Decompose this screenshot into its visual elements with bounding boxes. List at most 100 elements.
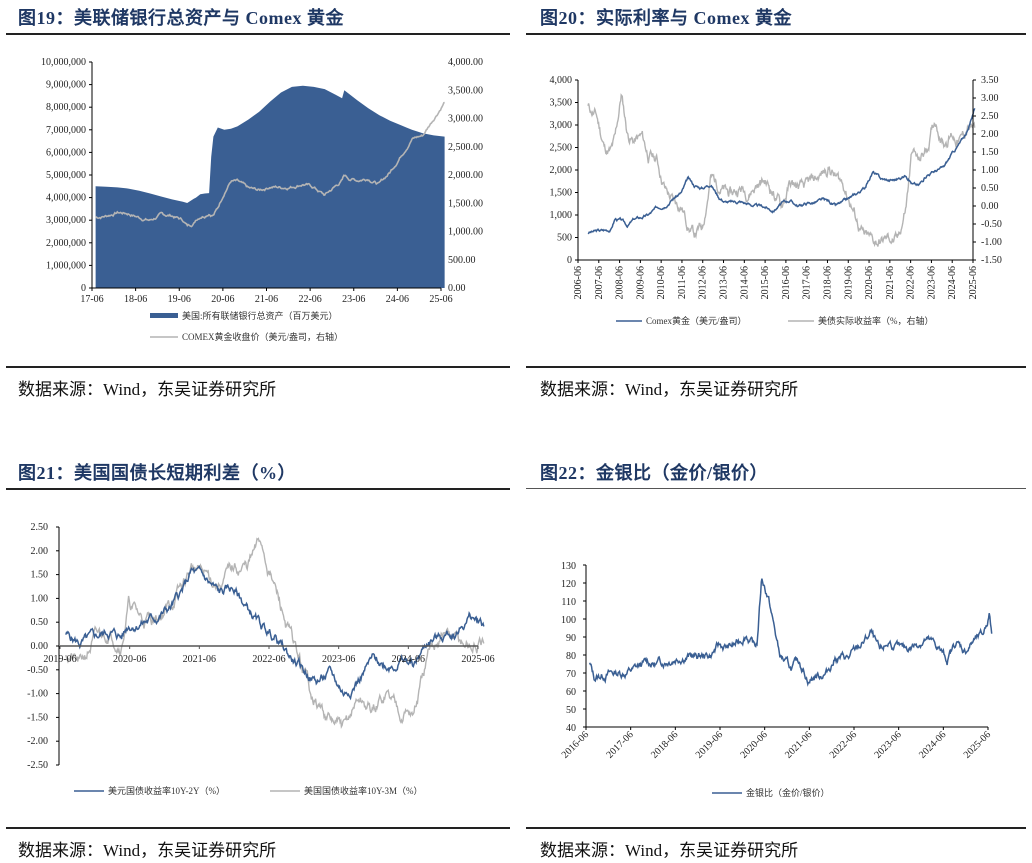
source-rule — [526, 827, 1026, 829]
y-tick-label-left: 2,500 — [550, 143, 573, 154]
figure-title: 图21：美国国债长短期利差（%） — [18, 463, 296, 483]
figure-title: 图22：金银比（金价/银价） — [540, 463, 768, 483]
series-area-fed-assets — [95, 85, 445, 288]
y-tick-label-left: 6,000,000 — [46, 147, 86, 158]
source-rule — [6, 827, 510, 829]
x-tick-label: 2022-06 — [828, 729, 859, 760]
y-tick-label-right: -1.00 — [981, 237, 1002, 248]
y-tick-label-right: 3.00 — [981, 93, 999, 104]
x-tick-label: 2021-06 — [885, 266, 896, 299]
y-tick-label-left: 4,000,000 — [46, 193, 86, 204]
x-tick-label: 2019-06 — [694, 729, 725, 760]
y-tick-label: -1.50 — [27, 712, 48, 723]
data-source: 数据来源：Wind，东吴证券研究所 — [18, 380, 277, 399]
y-tick-label-right: 1.00 — [981, 165, 999, 176]
y-tick-label: 0.50 — [31, 617, 49, 628]
y-tick-label-left: 7,000,000 — [46, 125, 86, 136]
y-tick-label: 50 — [566, 705, 576, 716]
y-tick-label-right: -0.50 — [981, 219, 1002, 230]
x-tick-label: 2018-06 — [822, 266, 833, 299]
series-line-real-yield — [587, 93, 976, 248]
x-tick-label: 2024-06 — [917, 729, 948, 760]
y-tick-label: 80 — [566, 651, 576, 662]
y-tick-label-left: 3,000 — [550, 120, 573, 131]
y-tick-label: -2.50 — [27, 760, 48, 771]
x-tick-label: 2025-06 — [968, 266, 979, 299]
figure-title: 图20：实际利率与 Comex 黄金 — [540, 8, 792, 28]
x-tick-label: 2025-06 — [461, 654, 494, 665]
source-rule — [6, 366, 510, 368]
x-tick-label: 2020-06 — [113, 654, 146, 665]
x-tick-label: 2016-06 — [781, 266, 792, 299]
legend-label-comex-gold: COMEX黄金收盘价（美元/盎司，右轴） — [182, 331, 343, 342]
y-tick-label-left: 3,000,000 — [46, 215, 86, 226]
y-tick-label: 100 — [561, 615, 576, 626]
x-tick-label: 2006-06 — [573, 266, 584, 299]
y-tick-label-right: 2,000.00 — [448, 170, 483, 181]
x-tick-label: 2024-06 — [392, 654, 425, 665]
x-tick-label: 19-06 — [168, 294, 191, 305]
x-tick-label: 2011-06 — [677, 266, 688, 299]
y-tick-label: -0.50 — [27, 665, 48, 676]
x-tick-label: 2020-06 — [864, 266, 875, 299]
y-tick-label-right: 1,000.00 — [448, 227, 483, 238]
x-tick-label: 2019-06 — [843, 266, 854, 299]
data-source: 数据来源：Wind，东吴证券研究所 — [540, 380, 799, 399]
y-tick-label-right: 0.00 — [448, 283, 466, 294]
y-tick-label: -2.00 — [27, 736, 48, 747]
legend-label-10y-3m: 美国国债收益率10Y-3M（%） — [304, 785, 423, 796]
series-line-comex-gold — [95, 101, 445, 228]
fed-assets-gold-chart: 0 1,000,000 2,000,000 3,000,000 4,000,000 5,0… — [41, 57, 483, 342]
x-tick-label: 2007-06 — [594, 266, 605, 299]
y-tick-label-right: 2,500.00 — [448, 142, 483, 153]
y-tick-label-right: 0.50 — [981, 183, 999, 194]
series-line-10y-2y — [65, 564, 485, 701]
title-rule — [526, 488, 1026, 489]
y-tick-label: 2.50 — [31, 522, 49, 533]
x-tick-label: 20-06 — [211, 294, 234, 305]
y-tick-label: -1.00 — [27, 689, 48, 700]
legend-label-fed-assets: 美国:所有联储银行总资产（百万美元） — [182, 310, 338, 321]
legend-label-real-yield: 美债实际收益率（%，右轴） — [818, 315, 934, 326]
data-source: 数据来源：Wind，东吴证券研究所 — [540, 841, 799, 860]
x-tick-label: 2021-06 — [783, 729, 814, 760]
x-tick-label: 2019-06 — [43, 654, 76, 665]
y-tick-label: 110 — [561, 597, 576, 608]
y-tick-label: 2.00 — [31, 546, 49, 557]
x-tick-label: 2022-06 — [906, 266, 917, 299]
title-rule — [526, 33, 1026, 35]
yield-spread-chart: -2.50 -2.00 -1.50 -1.00 -0.50 0.00 0.50 1.00 1.5… — [27, 522, 495, 796]
legend-swatch-fed-assets — [150, 313, 178, 318]
y-tick-label-right: 0.00 — [981, 201, 999, 212]
figure-title: 图19：美联储银行总资产与 Comex 黄金 — [18, 8, 344, 28]
y-tick-label-left: 5,000,000 — [46, 170, 86, 181]
legend-label-gold-silver-ratio: 金银比（金价/银价） — [746, 787, 830, 798]
x-tick-label: 2014-06 — [739, 266, 750, 299]
y-tick-label-left: 2,000,000 — [46, 238, 86, 249]
x-tick-label: 2017-06 — [802, 266, 813, 299]
title-rule — [6, 488, 510, 490]
data-source: 数据来源：Wind，东吴证券研究所 — [18, 841, 277, 860]
x-tick-label: 23-06 — [342, 294, 365, 305]
y-tick-label-left: 8,000,000 — [46, 102, 86, 113]
series-line-comex-gold — [587, 108, 976, 235]
y-tick-label-right: 3,500.00 — [448, 85, 483, 96]
figure-19-panel: 图19：美联储银行总资产与 Comex 黄金 0 1,000,000 2,000,0… — [0, 0, 516, 430]
y-tick-label-left: 500 — [557, 233, 572, 244]
x-tick-label: 2023-06 — [322, 654, 355, 665]
y-tick-label-right: 1,500.00 — [448, 198, 483, 209]
y-tick-label-left: 0 — [567, 255, 572, 266]
legend-label-10y-2y: 美元国债收益率10Y-2Y（%） — [108, 785, 225, 796]
y-tick-label-right: 1.50 — [981, 147, 999, 158]
figure-22-panel: 图22：金银比（金价/银价） 40 50 60 70 80 90 100 110 120 130 2… — [516, 455, 1032, 863]
x-tick-label: 2016-06 — [560, 729, 591, 760]
x-tick-label: 2013-06 — [719, 266, 730, 299]
x-tick-label: 2020-06 — [738, 729, 769, 760]
y-tick-label: 120 — [561, 579, 576, 590]
y-tick-label-left: 10,000,000 — [41, 57, 86, 68]
y-tick-label-left: 2,000 — [550, 165, 573, 176]
series-line-gold-silver-ratio — [588, 578, 993, 687]
x-tick-label: 2023-06 — [872, 729, 903, 760]
series-line-10y-3m — [65, 537, 485, 730]
figure-20-panel: 图20：实际利率与 Comex 黄金 0 500 1,000 1,500 2,000 2,… — [516, 0, 1032, 430]
